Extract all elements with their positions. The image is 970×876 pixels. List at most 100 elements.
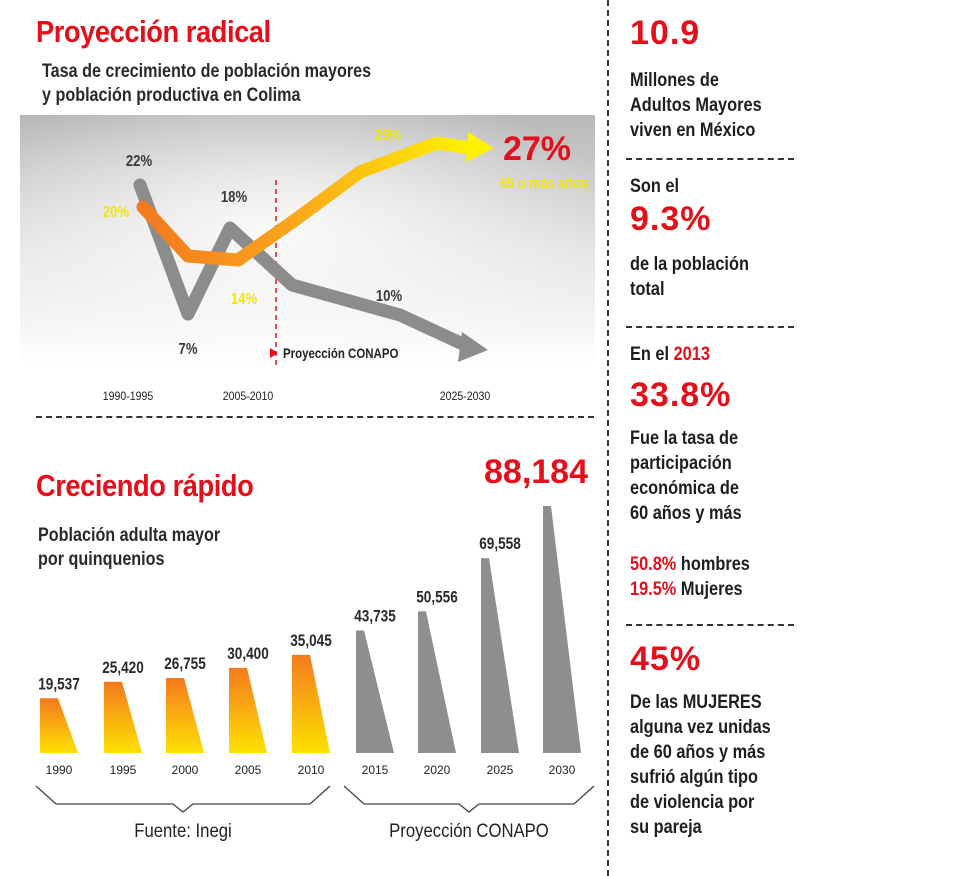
stat-participacion-value: 33.8% <box>630 376 732 414</box>
sidebar-divider-2 <box>626 326 794 328</box>
end-sublabel: 65 o más años <box>500 174 588 191</box>
stat-gender-split: 50.8% hombres 19.5% Mujeres <box>630 552 750 602</box>
x-tick-2025-2030: 2025-2030 <box>440 390 490 403</box>
stat-participacion-line-2: participación <box>630 453 732 474</box>
bar-value-label-2020: 50,556 <box>416 588 458 607</box>
group-label-1: Fuente: Inegi <box>134 820 231 841</box>
orange-label-14: 14% <box>231 291 257 308</box>
bar-value-label-1990: 19,537 <box>38 675 80 694</box>
bar-value-label-2030: 88,184 <box>484 453 588 491</box>
bar-chart-subtitle: Población adulta mayor por quinquenios <box>38 524 220 572</box>
stat-violencia-pre: De las <box>630 692 683 713</box>
stat-poblacion-value: 9.3% <box>630 200 712 238</box>
x-tick-1990-1995: 1990-1995 <box>103 390 153 403</box>
stat-mujeres-label: Mujeres <box>676 579 743 600</box>
stat-hombres: 50.8% hombres <box>630 552 750 577</box>
stat-poblacion-text: de la población total <box>630 252 749 302</box>
stat-2013-year: 2013 <box>673 344 710 365</box>
stat-poblacion-pre: Son el <box>630 176 680 197</box>
x-tick-2010: 2010 <box>298 763 325 777</box>
bar-value-label-1995: 25,420 <box>102 658 144 677</box>
line-chart-subtitle: Tasa de crecimiento de población mayores… <box>42 60 371 108</box>
bar-value-label-2025: 69,558 <box>479 535 521 554</box>
stat-poblacion-line-1: de la población <box>630 254 749 275</box>
line-chart-title: Proyección radical <box>36 14 271 49</box>
stat-hombres-label: hombres <box>676 554 750 575</box>
stat-violencia-value: 45% <box>630 640 702 678</box>
line-chart-background-glow <box>20 115 595 365</box>
stat-violencia-line-1: De las MUJERES <box>630 690 771 715</box>
x-tick-2030: 2030 <box>549 763 576 777</box>
line-chart-subtitle-line-2: y población productiva en Colima <box>42 85 301 106</box>
x-tick-2015: 2015 <box>362 763 389 777</box>
series-gray-line <box>133 178 474 353</box>
series-orange-arrowhead <box>466 132 494 162</box>
stat-participacion-line-1: Fue la tasa de <box>630 428 739 449</box>
stat-violencia-line-2: alguna vez unidas <box>630 717 771 738</box>
stat-adultos-mayores-value: 10.9 <box>630 14 701 52</box>
stat-adultos-mayores-line-2: Adultos Mayores <box>630 95 762 116</box>
orange-label-25: 25% <box>375 127 401 144</box>
bar-chart-subtitle-line-2: por quinquenios <box>38 549 165 570</box>
bar-chart: 19,537 1990 25,420 1995 26,755 2000 30,400 2005… <box>35 453 595 841</box>
orange-label-20: 20% <box>103 204 129 221</box>
stat-adultos-mayores-line-3: viven en México <box>630 120 756 141</box>
stat-2013-pre: En el 2013 <box>630 342 710 367</box>
end-label-27: 27% <box>503 130 571 168</box>
bar-chart-title: Creciendo rápido <box>36 468 254 503</box>
x-tick-1990: 1990 <box>46 763 73 777</box>
bar-value-label-2000: 26,755 <box>164 655 206 674</box>
sidebar-divider-3 <box>626 624 794 626</box>
bar-1995 <box>104 681 142 753</box>
group-bracket-1 <box>35 785 331 813</box>
line-chart: 22% 7% 18% 10% 20% 14% 25% 27% 65 o más … <box>20 115 595 403</box>
bar-chart-subtitle-line-1: Población adulta mayor <box>38 525 221 546</box>
series-gray-arrowhead <box>458 332 488 362</box>
stat-adultos-mayores-text: Millones de Adultos Mayores viven en Méx… <box>630 68 762 143</box>
stat-hombres-pct: 50.8% <box>630 554 677 575</box>
stat-violencia-mujeres: MUJERES <box>682 692 762 713</box>
gray-label-10: 10% <box>376 288 402 305</box>
bar-2030 <box>543 506 581 753</box>
x-tick-2005-2010: 2005-2010 <box>223 390 273 403</box>
stat-violencia-line-6: su pareja <box>630 817 702 838</box>
group-label-2: Proyección CONAPO <box>389 820 549 841</box>
stat-violencia-line-5: de violencia por <box>630 792 755 813</box>
x-tick-2005: 2005 <box>235 763 262 777</box>
stat-violencia-line-3: de 60 años y más <box>630 742 766 763</box>
x-tick-2025: 2025 <box>487 763 514 777</box>
x-tick-2000: 2000 <box>172 763 199 777</box>
bar-2010 <box>292 654 330 753</box>
stat-poblacion-line-2: total <box>630 279 665 300</box>
bar-2005 <box>229 667 267 753</box>
line-chart-subtitle-line-1: Tasa de crecimiento de población mayores <box>42 61 372 82</box>
stat-mujeres-pct: 19.5% <box>630 579 677 600</box>
gray-label-18: 18% <box>221 189 247 206</box>
bar-value-label-2005: 30,400 <box>227 644 269 663</box>
sidebar-divider-1 <box>626 158 794 160</box>
x-tick-2020: 2020 <box>424 763 451 777</box>
column-divider <box>607 0 609 876</box>
stat-participacion-line-4: 60 años y más <box>630 503 742 524</box>
group-bracket-2 <box>343 785 595 813</box>
section-divider <box>36 416 594 418</box>
bar-2000 <box>166 678 204 753</box>
stat-mujeres: 19.5% Mujeres <box>630 577 750 602</box>
gray-label-7: 7% <box>179 341 198 358</box>
bar-1990 <box>40 698 78 753</box>
bar-2015 <box>356 630 394 753</box>
stat-adultos-mayores-line-1: Millones de <box>630 70 719 91</box>
x-tick-1995: 1995 <box>110 763 137 777</box>
bar-value-label-2010: 35,045 <box>290 631 332 650</box>
bar-value-label-2015: 43,735 <box>354 607 396 626</box>
stat-violencia-line-4: sufrió algún tipo <box>630 767 758 788</box>
gray-label-22: 22% <box>126 153 152 170</box>
stat-violencia-text: De las MUJERES alguna vez unidas de 60 a… <box>630 690 771 840</box>
stat-participacion-text: Fue la tasa de participación económica d… <box>630 426 742 526</box>
projection-marker-icon <box>270 348 278 358</box>
bar-2025 <box>481 558 519 753</box>
stat-participacion-line-3: económica de <box>630 478 739 499</box>
projection-label: Proyección CONAPO <box>283 345 398 361</box>
bar-2020 <box>418 611 456 753</box>
stat-2013-pre-text: En el <box>630 344 674 365</box>
